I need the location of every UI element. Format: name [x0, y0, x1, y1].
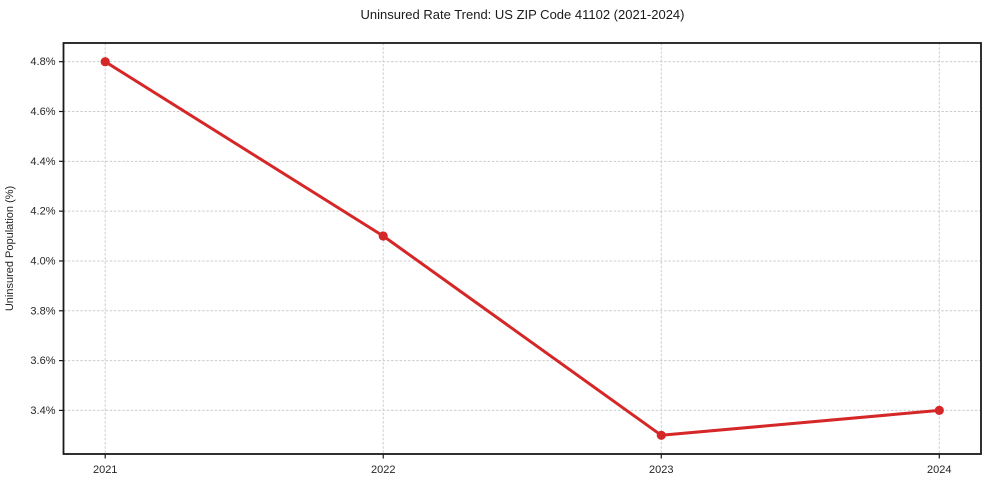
x-tick-label: 2023: [649, 464, 673, 476]
x-tick-label: 2021: [93, 464, 117, 476]
x-tick-label: 2022: [371, 464, 395, 476]
chart-title: Uninsured Rate Trend: US ZIP Code 41102 …: [360, 7, 685, 22]
y-tick-label: 4.4%: [30, 156, 55, 168]
y-tick-label: 3.4%: [30, 405, 55, 417]
y-tick-label: 4.8%: [30, 56, 55, 68]
y-tick-label: 4.0%: [30, 255, 55, 267]
data-point-marker: [100, 57, 110, 67]
plot-border: [62, 42, 982, 455]
y-tick-label: 4.6%: [30, 106, 55, 118]
data-point-marker: [934, 405, 944, 415]
y-tick-label: 3.8%: [30, 305, 55, 317]
data-point-marker: [656, 430, 666, 440]
series-line: [103, 60, 941, 437]
data-point-marker: [378, 231, 388, 241]
y-tick-label: 3.6%: [30, 355, 55, 367]
y-axis-label: Uninsured Population (%): [4, 186, 16, 311]
x-tick-label: 2024: [927, 464, 951, 476]
y-tick-label: 4.2%: [30, 206, 55, 218]
